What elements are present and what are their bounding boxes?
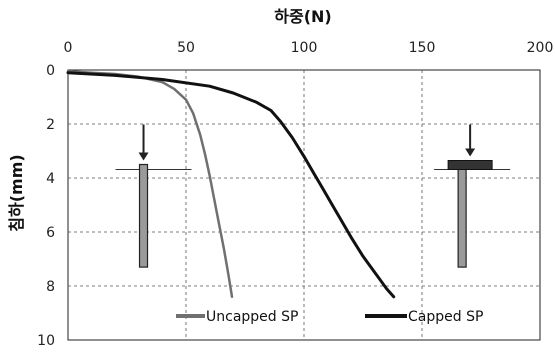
series-line-capped-sp [66, 71, 396, 299]
pile-cap-1 [447, 160, 493, 170]
x-axis-title: 하중(N) [274, 7, 331, 26]
x-tick-label-2: 100 [291, 40, 318, 56]
pile-shaft-1 [457, 163, 467, 268]
legend-label-capped: Capped SP [408, 309, 483, 325]
x-tick-label-3: 150 [409, 40, 436, 56]
y-tick-label-3: 6 [46, 225, 55, 241]
tick-labels: 0 50 100 150 200 0 2 4 6 8 10 [37, 40, 553, 349]
grid [68, 70, 540, 340]
y-axis-title: 침하(mm) [7, 154, 26, 231]
load-arrow-head-0 [138, 152, 149, 161]
x-tick-label-1: 50 [177, 40, 195, 56]
y-tick-label-4: 8 [46, 279, 55, 295]
y-tick-label-2: 4 [46, 171, 55, 187]
legend-label-uncapped: Uncapped SP [206, 309, 298, 325]
y-tick-label-0: 0 [46, 63, 55, 79]
data-series [66, 70, 396, 299]
load-arrow-head-1 [465, 148, 476, 157]
pile-shaft-0 [138, 163, 149, 268]
y-tick-label-5: 10 [37, 333, 55, 349]
series-line-uncapped-sp [66, 70, 234, 299]
x-tick-label-0: 0 [64, 40, 73, 56]
y-tick-label-1: 2 [46, 117, 55, 133]
x-tick-label-4: 200 [527, 40, 554, 56]
pile-insets [115, 124, 511, 268]
legend: Uncapped SP Capped SP [176, 309, 483, 325]
